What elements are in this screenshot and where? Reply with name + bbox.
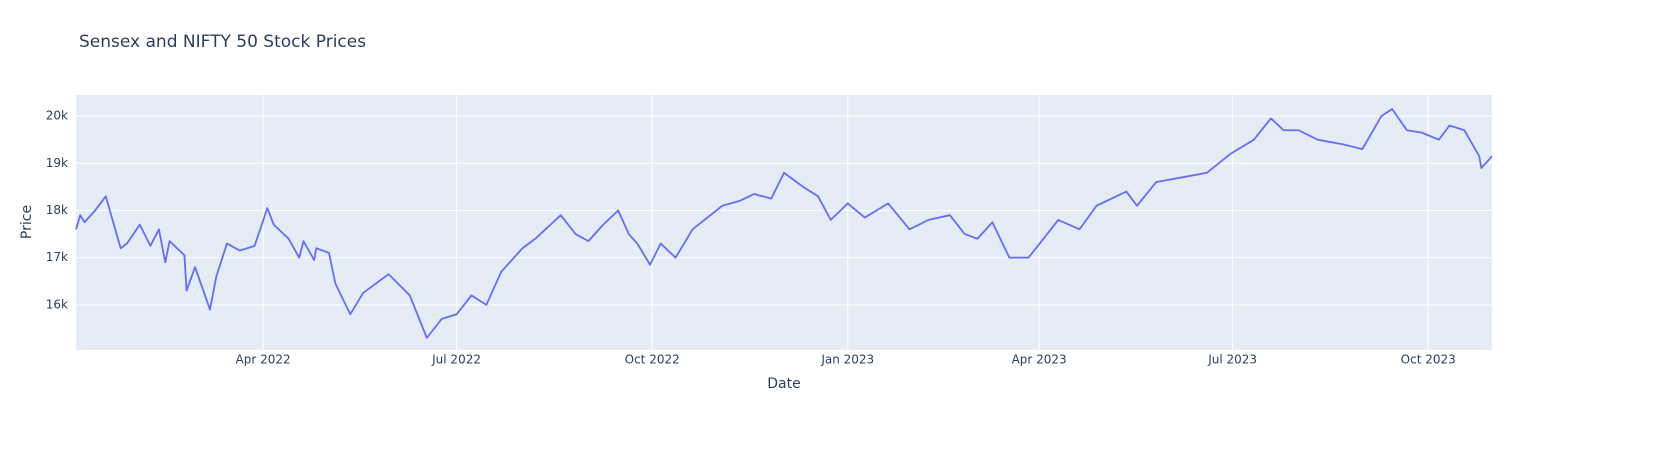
x-tick-label: Oct 2023: [1401, 353, 1456, 367]
x-tick-label: Oct 2022: [625, 353, 680, 367]
x-tick-label: Jan 2023: [820, 353, 874, 367]
y-tick-label: 16k: [46, 297, 68, 311]
x-tick-label: Jul 2022: [431, 353, 481, 367]
x-tick-label: Jul 2023: [1207, 353, 1257, 367]
y-tick-label: 17k: [46, 250, 68, 264]
y-tick-label: 20k: [46, 109, 68, 123]
chart-title: Sensex and NIFTY 50 Stock Prices: [79, 32, 366, 52]
plot-area: [76, 95, 1492, 350]
y-tick-label: 18k: [46, 203, 68, 217]
y-axis-title: Price: [19, 205, 35, 239]
x-axis-title: Date: [767, 376, 800, 392]
x-tick-label: Apr 2023: [1012, 353, 1067, 367]
x-tick-label: Apr 2022: [236, 353, 291, 367]
price-line: [75, 108, 1493, 339]
y-tick-label: 19k: [46, 156, 68, 170]
